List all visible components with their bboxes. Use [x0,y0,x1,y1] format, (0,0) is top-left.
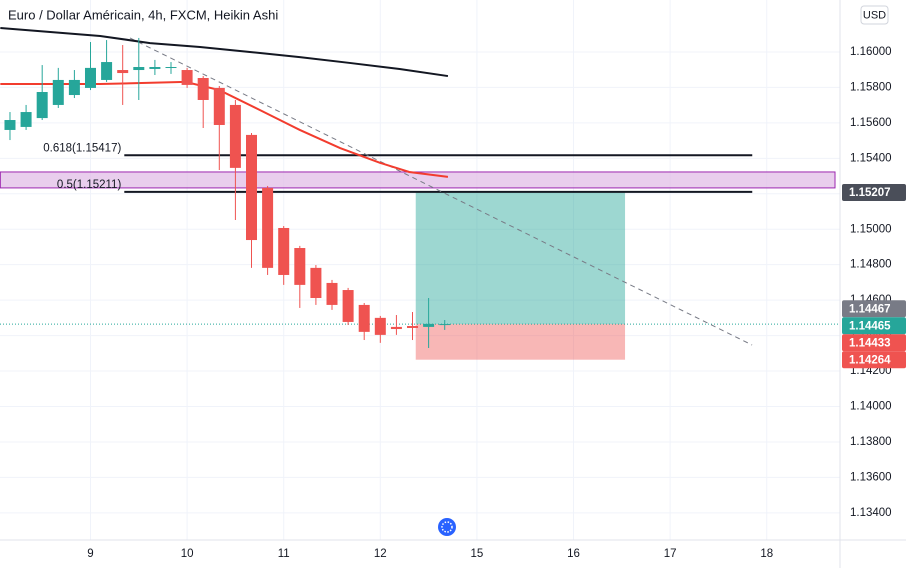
candle-body [278,227,290,275]
candle-body [358,304,370,332]
currency-label[interactable]: USD [863,9,886,21]
y-tick-label: 1.14000 [850,401,892,413]
y-tick-label: 1.15600 [850,117,892,129]
price-tag-label: 1.15207 [849,187,891,199]
y-tick-label: 1.13800 [850,436,892,448]
candle-body [310,267,322,299]
chart-title: Euro / Dollar Américain, 4h, FXCM, Heiki… [8,7,278,22]
candle-body [262,187,274,268]
candle-body [197,78,209,100]
y-tick-label: 1.15000 [850,223,892,235]
event-icon[interactable] [438,518,456,536]
x-tick-label: 12 [374,548,387,560]
candle-body [117,70,129,74]
y-tick-label: 1.16000 [850,46,892,58]
candle-body [165,67,177,69]
x-tick-label: 10 [181,548,194,560]
candle-body [294,248,306,285]
candle-body [4,120,16,130]
event-icon-inner [441,521,453,533]
price-tag [842,334,906,352]
price-tag [842,351,906,369]
candle-body [439,324,451,326]
price-tag [842,300,906,318]
stop-zone [415,324,626,360]
candle-body [20,112,32,127]
candle-body [52,79,64,105]
x-tick-label: 11 [278,548,290,560]
y-tick-label: 1.14800 [850,259,892,271]
profit-zone [415,192,626,325]
y-tick-label: 1.13400 [850,507,892,519]
price-tag [842,184,906,202]
candle-body [84,67,96,88]
candle-body [374,317,386,335]
candle-body [68,79,80,96]
candle-body [133,67,145,71]
candle-body [246,134,258,241]
moving-average [0,80,449,178]
price-tag-label: 1.14264 [849,354,891,366]
y-tick-label: 1.13600 [850,471,892,483]
candle-body [326,282,338,305]
x-tick-label: 16 [567,548,580,560]
candle-body [423,323,435,327]
x-tick-label: 15 [471,548,484,560]
candle-body [36,92,48,119]
fib-label: 0.5(1.15211) [57,179,122,191]
candle-body [213,87,225,125]
candle-body [342,290,354,322]
zone [0,171,836,189]
candle-body [149,67,161,69]
fib-label: 0.618(1.15417) [43,142,121,154]
x-tick-label: 17 [664,548,677,560]
x-tick-label: 9 [87,548,93,560]
candle-body [229,104,241,168]
currency-box[interactable] [860,5,889,25]
y-tick-label: 1.15400 [850,152,892,164]
price-tag-label: 1.14433 [849,337,891,349]
candle-body [181,70,193,85]
moving-average [0,27,449,78]
candle-body [390,326,402,330]
price-tag [842,317,906,335]
x-tick-label: 18 [760,548,773,560]
price-tag-label: 1.14467 [849,303,891,315]
candle-body [407,326,419,328]
candle-body [101,62,113,80]
price-tag-label: 1.14465 [849,320,891,332]
trendline [129,37,753,346]
y-tick-label: 1.15800 [850,81,892,93]
